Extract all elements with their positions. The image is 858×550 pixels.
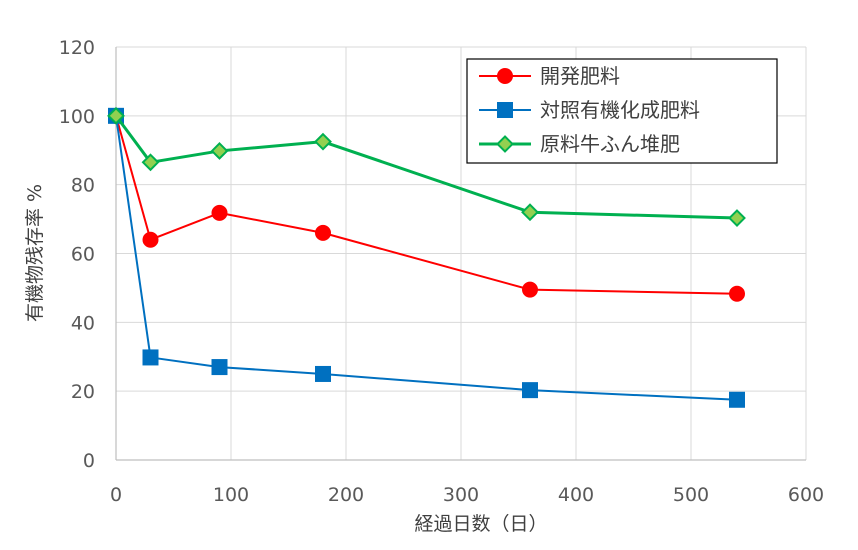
x-tick-label: 500 [673,484,709,506]
y-tick-label: 120 [59,37,95,59]
data-point-circle-marker [142,231,159,248]
legend-circle-marker [497,68,513,84]
legend-square-marker [497,102,513,118]
series-line [114,114,738,220]
x-tick-label: 400 [558,484,594,506]
series-layer [107,106,746,408]
data-point-square-marker [315,365,331,382]
data-point-circle-marker [211,204,228,221]
data-point-diamond-marker [210,142,229,160]
series-line [115,115,738,401]
data-point-diamond-marker [314,132,332,151]
x-tick-label: 200 [328,484,364,506]
data-point-square-marker [522,382,538,399]
legend-label: 原料牛ふん堆肥 [540,132,680,156]
data-point-diamond-marker [107,106,125,125]
data-point-diamond-marker [728,209,746,227]
data-point-circle-marker [315,224,331,241]
x-tick-label: 0 [110,484,122,506]
data-point-circle-marker [729,285,745,302]
legend-label: 開発肥料 [540,64,620,88]
data-point-square-marker [142,349,159,366]
x-tick-label: 300 [443,484,479,506]
y-tick-label: 0 [83,450,95,472]
data-point-diamond-marker [141,153,160,172]
data-point-square-marker [729,391,745,408]
legend-item: 開発肥料 [479,64,620,88]
y-tick-label: 40 [71,312,95,334]
legend-label: 対照有機化成肥料 [540,98,700,122]
y-tick-label: 60 [71,244,95,266]
y-tick-label: 100 [59,106,95,128]
series-3 [107,106,746,227]
legend-item: 原料牛ふん堆肥 [479,132,680,156]
legend-item: 対照有機化成肥料 [479,98,700,122]
y-tick-label: 80 [71,175,95,197]
data-point-diamond-marker [521,203,539,222]
x-tick-label: 600 [788,484,824,506]
x-axis-label: 経過日数（日） [414,513,547,535]
series-line [115,115,738,295]
data-point-square-marker [211,359,228,376]
y-tick-label: 20 [71,381,95,403]
tick-labels: 0 20 40 60 80 100 120 0 100 200 300 400 500 600 [59,37,824,506]
legend-diamond-marker [496,135,514,153]
data-point-circle-marker [522,281,538,298]
y-axis-label: 有機物残存率 % [24,184,46,322]
x-tick-label: 100 [213,484,249,506]
